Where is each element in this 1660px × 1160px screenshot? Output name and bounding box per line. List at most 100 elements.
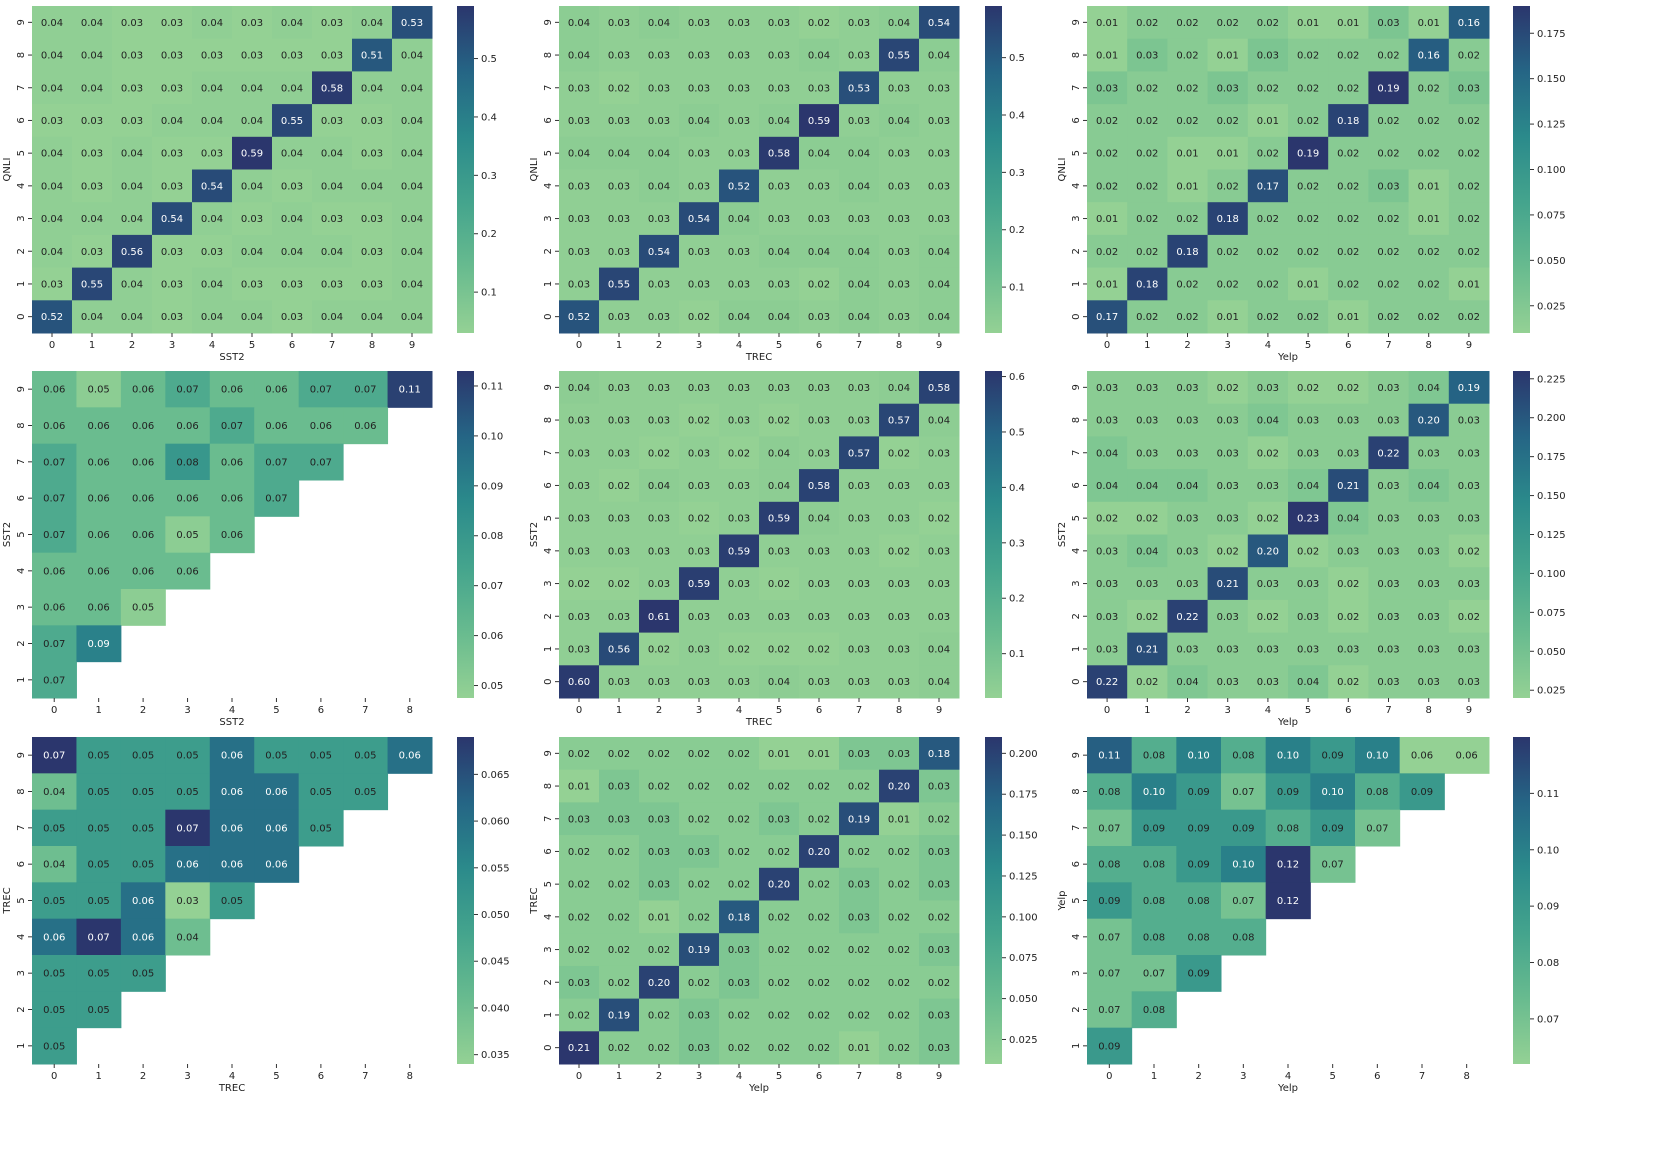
cell-label: 0.03 xyxy=(888,749,910,760)
heatmap-cell xyxy=(719,267,760,301)
cell-label: 0.03 xyxy=(201,247,223,258)
heatmap-cell xyxy=(759,933,800,967)
heatmap-cell xyxy=(1207,104,1249,138)
cell-label: 0.09 xyxy=(1277,787,1299,798)
colorbar-tick-label: 0.125 xyxy=(1537,530,1566,541)
heatmap-cell xyxy=(559,567,600,601)
cell-label: 0.03 xyxy=(728,149,750,160)
heatmap-cell xyxy=(1328,599,1369,634)
heatmap-cell xyxy=(1310,737,1356,774)
heatmap-cell xyxy=(1368,632,1410,666)
heatmap-cell xyxy=(599,300,640,334)
cell-label: 0.04 xyxy=(401,181,423,192)
heatmap-cell xyxy=(759,136,800,170)
heatmap-cell xyxy=(1265,773,1311,811)
colorbar-gradient xyxy=(1513,6,1530,333)
cell-label: 0.03 xyxy=(161,83,183,94)
heatmap-cell xyxy=(1127,6,1168,40)
heatmap-cell xyxy=(1087,534,1128,568)
y-tick-label: 3 xyxy=(543,215,554,221)
cell-label: 0.03 xyxy=(728,18,750,29)
heatmap-cell xyxy=(639,769,680,803)
heatmap-cell xyxy=(679,900,720,934)
heatmap-cell xyxy=(1087,6,1128,40)
heatmap-cell xyxy=(1328,202,1369,236)
heatmap-cell xyxy=(1247,38,1289,72)
colorbar: 0.070.080.090.100.11 xyxy=(1513,737,1559,1064)
heatmap-cell xyxy=(799,469,840,503)
heatmap-cell xyxy=(72,202,113,236)
heatmap-cell xyxy=(1207,599,1249,634)
heatmap-cell xyxy=(1328,6,1369,40)
x-tick-label: 5 xyxy=(1305,705,1311,716)
heatmap-cell xyxy=(165,809,211,847)
cell-label: 0.03 xyxy=(1176,546,1198,557)
heatmap-cell xyxy=(839,469,880,503)
heatmap-cell xyxy=(1221,773,1267,811)
cell-label: 0.03 xyxy=(321,279,343,290)
heatmap-cell xyxy=(839,501,880,535)
cell-label: 0.09 xyxy=(1098,1041,1120,1052)
heatmap-cell xyxy=(639,965,680,1000)
heatmap-cell xyxy=(719,71,760,105)
heatmap-cell xyxy=(919,534,960,568)
colorbar-tick-label: 0.4 xyxy=(1009,483,1025,494)
heatmap-cell xyxy=(879,169,920,203)
cell-label: 0.03 xyxy=(1297,579,1319,590)
heatmap-cell xyxy=(1176,737,1222,774)
cell-label: 0.03 xyxy=(728,612,750,623)
heatmap-cell xyxy=(1221,918,1267,956)
heatmap-cell xyxy=(599,665,640,699)
cell-label: 0.02 xyxy=(1136,514,1158,525)
cell-label: 0.03 xyxy=(1217,416,1239,427)
cell-label: 0.05 xyxy=(43,969,65,980)
y-tick-label: 6 xyxy=(543,848,554,854)
y-tick-label: 8 xyxy=(16,788,27,794)
y-tick-label: 2 xyxy=(1071,248,1082,254)
cell-label: 0.02 xyxy=(928,978,950,989)
x-tick-label: 3 xyxy=(1240,1071,1246,1082)
cell-label: 0.03 xyxy=(648,214,670,225)
cell-label: 0.03 xyxy=(728,83,750,94)
cell-label: 0.04 xyxy=(1096,481,1118,492)
cell-label: 0.03 xyxy=(728,247,750,258)
y-tick-label: 8 xyxy=(1071,788,1082,794)
heatmap-cell xyxy=(639,71,680,105)
heatmap-cell xyxy=(1288,38,1329,72)
cell-label: 0.04 xyxy=(808,51,830,62)
cell-label: 0.17 xyxy=(1096,312,1118,323)
cell-label: 0.02 xyxy=(1257,312,1279,323)
heatmap-cell xyxy=(1368,567,1410,601)
cell-label: 0.03 xyxy=(608,51,630,62)
cell-label: 0.03 xyxy=(688,612,710,623)
heatmap-cell xyxy=(152,234,193,269)
heatmap-cell xyxy=(759,300,800,334)
heatmap-cell xyxy=(1368,38,1410,72)
heatmap-cell xyxy=(1207,234,1249,269)
heatmap-cell xyxy=(799,136,840,170)
heatmap-cell xyxy=(919,267,960,301)
cell-label: 0.04 xyxy=(281,18,303,29)
heatmap-cell xyxy=(1368,665,1410,699)
heatmap-cell xyxy=(209,480,255,517)
heatmap-cell xyxy=(232,234,273,269)
cell-label: 0.04 xyxy=(121,312,143,323)
heatmap-cell xyxy=(599,267,640,301)
cell-label: 0.02 xyxy=(728,782,750,793)
cell-label: 0.03 xyxy=(568,181,590,192)
heatmap-cell xyxy=(1408,300,1450,334)
x-axis-label: Yelp xyxy=(1277,1083,1298,1094)
colorbar-tick-label: 0.05 xyxy=(481,681,503,692)
colorbar-tick-label: 0.4 xyxy=(481,112,497,123)
heatmap-cell xyxy=(799,1031,840,1065)
cell-label: 0.02 xyxy=(568,749,590,760)
heatmap-cell xyxy=(392,71,433,105)
cell-label: 0.04 xyxy=(1257,416,1279,427)
heatmap-cell xyxy=(879,632,920,666)
cell-label: 0.02 xyxy=(768,644,790,655)
heatmap-cell xyxy=(839,202,880,236)
x-tick-label: 6 xyxy=(318,705,324,716)
x-tick-label: 3 xyxy=(696,340,702,351)
heatmap-cell xyxy=(32,407,77,445)
cell-label: 0.06 xyxy=(132,457,154,468)
